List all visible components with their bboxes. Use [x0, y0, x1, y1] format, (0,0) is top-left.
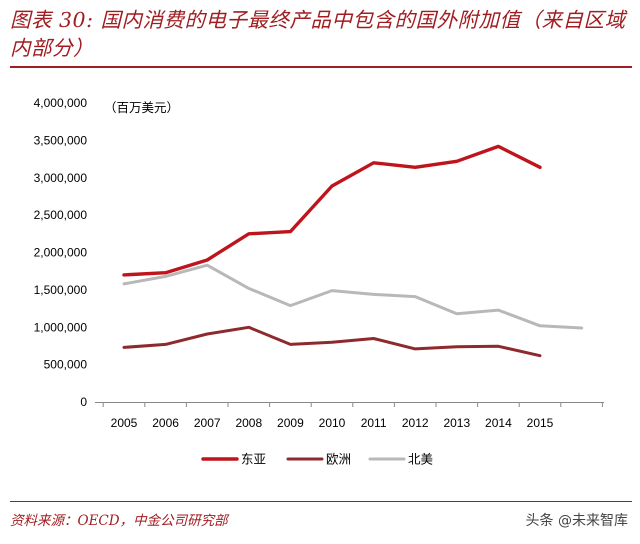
figure-title: 图表 30: 国内消费的电子最终产品中包含的国外附加值（来自区域内部分）: [10, 8, 626, 60]
y-tick-label: 3,500,000: [34, 133, 88, 147]
x-tick-label: 2015: [527, 416, 554, 430]
series-line-2: [122, 325, 542, 358]
x-tick-label: 2006: [152, 416, 179, 430]
x-tick-label: 2012: [402, 416, 429, 430]
x-tick-label: 2010: [319, 416, 346, 430]
y-tick-label: 2,000,000: [34, 246, 88, 260]
watermark: 头条 @未来智库: [525, 513, 628, 529]
y-tick-label: 500,000: [44, 358, 88, 372]
legend-label-1: 东亚: [241, 452, 266, 467]
x-tick-label: 2007: [194, 416, 221, 430]
x-tick-label: 2014: [485, 416, 512, 430]
y-tick-label: 3,000,000: [34, 171, 88, 185]
x-tick-label: 2009: [277, 416, 304, 430]
source-rule: [10, 501, 632, 502]
y-tick-label: 1,000,000: [34, 320, 88, 334]
y-tick-label: 2,500,000: [34, 208, 88, 222]
title-rule: [10, 66, 632, 68]
source-note: 资料来源：OECD，中金公司研究部: [10, 513, 228, 529]
unit-label: （百万美元）: [104, 100, 179, 115]
x-tick-label: 2013: [443, 416, 470, 430]
legend-label-2: 欧洲: [326, 452, 351, 467]
x-tick-label: 2005: [111, 416, 138, 430]
y-tick-label: 4,000,000: [34, 96, 88, 110]
x-tick-label: 2008: [235, 416, 262, 430]
legend-label-3: 北美: [408, 452, 433, 467]
series-line-1: [122, 144, 542, 277]
chart-legend: 东亚 欧洲 北美: [201, 452, 433, 467]
x-tick-label: 2011: [361, 416, 387, 430]
y-tick-label: 0: [80, 395, 87, 409]
y-tick-label: 1,500,000: [34, 283, 88, 297]
line-chart: 0 500,000 1,000,000 1,500,000 2,000,000 2,500…: [34, 96, 604, 467]
chart-series: [122, 144, 584, 358]
series-line-3: [122, 263, 584, 330]
chart-axes: 0 500,000 1,000,000 1,500,000 2,000,000 2,500…: [34, 96, 604, 430]
